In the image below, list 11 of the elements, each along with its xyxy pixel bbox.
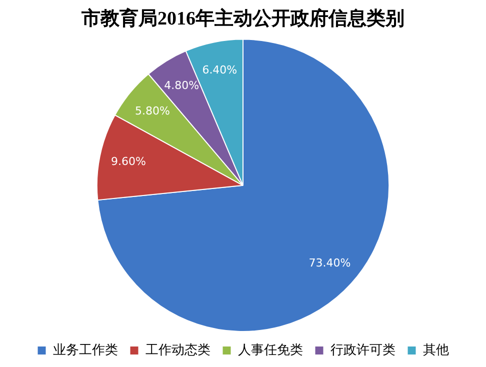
data-label: 6.40%: [202, 64, 238, 77]
legend-label: 行政许可类: [330, 342, 396, 358]
chart-title: 市教育局2016年主动公开政府信息类别: [80, 7, 404, 30]
data-label: 73.40%: [308, 256, 351, 270]
data-label: 9.60%: [111, 154, 146, 168]
legend-label: 人事任免类: [238, 342, 303, 358]
legend-label: 其他: [422, 342, 449, 358]
data-label: 4.80%: [164, 78, 200, 92]
data-label: 5.80%: [135, 104, 170, 118]
legend-label: 业务工作类: [52, 342, 118, 358]
legend-label: 工作动态类: [145, 342, 210, 358]
